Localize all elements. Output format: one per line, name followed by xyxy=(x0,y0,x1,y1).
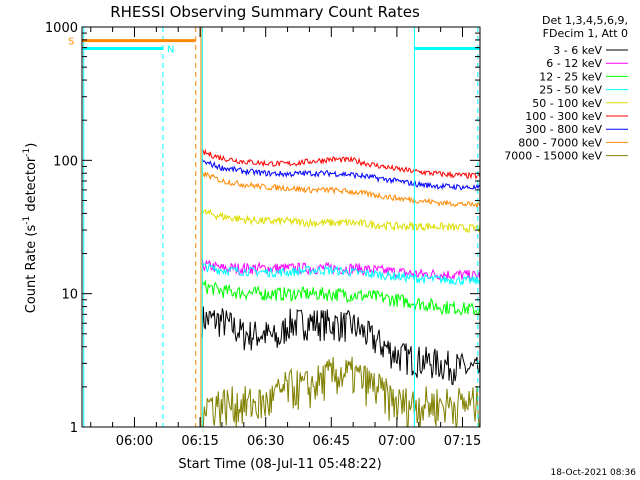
legend-header-line-2: FDecim 1, Att 0 xyxy=(543,27,628,40)
marker-layer xyxy=(83,27,479,427)
x-tick-label: 06:30 xyxy=(247,434,284,449)
legend-label: 3 - 6 keV xyxy=(553,44,602,57)
state-bar-label: N xyxy=(167,44,174,55)
legend-label: 7000 - 15000 keV xyxy=(504,150,602,163)
series-layer xyxy=(201,148,481,428)
legend-label: 25 - 50 keV xyxy=(539,84,602,97)
legend-label: 6 - 12 keV xyxy=(546,57,602,70)
legend-item-6-12-kev: 6 - 12 keV xyxy=(546,57,628,70)
y-axis-label-sup-2: -1 xyxy=(22,148,32,157)
y-tick-label: 1 xyxy=(70,421,78,436)
series-50-100-kev xyxy=(201,208,481,234)
x-axis: 06:00 06:15 06:30 06:45 07:00 07:15 xyxy=(90,27,481,449)
plot-frame xyxy=(81,26,481,428)
legend-item-50-100-kev: 50 - 100 keV xyxy=(532,97,628,110)
series-7000-15000-kev xyxy=(201,356,481,428)
legend-item-800-7000-kev: 800 - 7000 keV xyxy=(518,136,628,149)
series-12-25-kev xyxy=(201,280,481,317)
x-tick-label: 07:15 xyxy=(444,434,481,449)
x-tick-label: 06:45 xyxy=(313,434,350,449)
legend-item-25-50-kev: 25 - 50 keV xyxy=(539,84,628,97)
legend-label: 300 - 800 keV xyxy=(525,123,602,136)
y-axis-label-part-1: Count Rate (s xyxy=(24,225,39,314)
chart-title: RHESSI Observing Summary Count Rates xyxy=(110,3,420,21)
y-axis: 1 10 100 1000 xyxy=(45,21,480,436)
legend-label: 800 - 7000 keV xyxy=(518,136,602,149)
legend-header-line-1: Det 1,3,4,5,6,9, xyxy=(542,14,628,27)
x-tick-label: 06:00 xyxy=(116,434,153,449)
legend-item-3-6-kev: 3 - 6 keV xyxy=(553,44,628,57)
x-tick-label: 07:00 xyxy=(378,434,415,449)
legend-item-12-25-kev: 12 - 25 keV xyxy=(539,70,628,83)
series-800-7000-kev xyxy=(201,170,481,208)
legend-label: 12 - 25 keV xyxy=(539,70,602,83)
y-axis-label-part-3: ) xyxy=(24,143,39,148)
y-axis-label-sup-1: -1 xyxy=(22,216,32,225)
y-axis-label: Count Rate (s-1 detector-1) xyxy=(22,143,39,314)
legend-item-7000-15000-kev: 7000 - 15000 keV xyxy=(504,150,628,163)
series-300-800-kev xyxy=(201,159,481,191)
series-25-50-kev xyxy=(202,261,481,286)
y-axis-label-part-2: detector xyxy=(24,156,39,216)
y-tick-label: 1000 xyxy=(45,21,78,36)
y-tick-label: 10 xyxy=(61,288,78,303)
x-axis-label: Start Time (08-Jul-11 05:48:22) xyxy=(178,457,381,472)
legend-item-300-800-kev: 300 - 800 keV xyxy=(525,123,628,136)
series-6-12-kev xyxy=(201,259,481,283)
state-bar-label: S xyxy=(68,37,74,48)
series-100-300-kev xyxy=(201,148,481,180)
legend-item-100-300-kev: 100 - 300 keV xyxy=(525,110,628,123)
legend-header: Det 1,3,4,5,6,9, FDecim 1, Att 0 xyxy=(542,14,628,40)
footer-timestamp: 18-Oct-2021 08:36 xyxy=(551,468,637,478)
state-bar-layer: SN xyxy=(68,37,480,55)
y-tick-label: 100 xyxy=(53,154,78,169)
series-3-6-kev xyxy=(201,306,481,385)
legend-label: 50 - 100 keV xyxy=(532,97,602,110)
legend-label: 100 - 300 keV xyxy=(525,110,602,123)
x-tick-label: 06:15 xyxy=(181,434,218,449)
